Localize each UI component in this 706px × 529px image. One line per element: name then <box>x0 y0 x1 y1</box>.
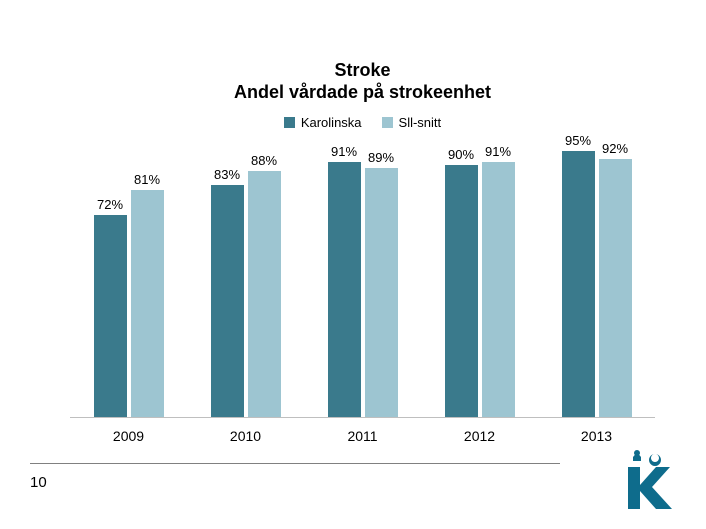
bar-label: 91% <box>331 144 357 159</box>
bar-karolinska: 95% <box>562 151 595 417</box>
chart: Stroke Andel vårdade på strokeenhet Karo… <box>70 60 655 444</box>
slide: Stroke Andel vårdade på strokeenhet Karo… <box>0 0 706 529</box>
x-tick-label: 2012 <box>445 428 515 444</box>
x-tick-label: 2010 <box>211 428 281 444</box>
bar-label: 88% <box>251 153 277 168</box>
bar-label: 72% <box>97 197 123 212</box>
bar-sll: 91% <box>482 162 515 417</box>
page-number: 10 <box>30 474 47 491</box>
bar-label: 92% <box>602 141 628 156</box>
bar-label: 83% <box>214 167 240 182</box>
legend-item-karolinska: Karolinska <box>284 115 362 130</box>
chart-title-line2: Andel vårdade på strokeenhet <box>70 82 655 103</box>
bar-group: 72%81% <box>94 190 164 417</box>
legend-item-sll: Sll-snitt <box>382 115 442 130</box>
bar-sll: 89% <box>365 168 398 417</box>
x-tick-label: 2009 <box>94 428 164 444</box>
bar-label: 89% <box>368 150 394 165</box>
footer-rule <box>30 463 560 464</box>
bar-group: 95%92% <box>562 151 632 417</box>
bar-label: 95% <box>565 133 591 148</box>
bar-karolinska: 72% <box>94 215 127 417</box>
x-tick-label: 2013 <box>562 428 632 444</box>
legend-label-karolinska: Karolinska <box>301 115 362 130</box>
legend-swatch-sll <box>382 117 393 128</box>
x-tick-label: 2011 <box>328 428 398 444</box>
bar-label: 90% <box>448 147 474 162</box>
logo <box>618 447 678 509</box>
legend: Karolinska Sll-snitt <box>70 115 655 130</box>
chart-title-line1: Stroke <box>70 60 655 81</box>
bar-karolinska: 91% <box>328 162 361 417</box>
bar-karolinska: 90% <box>445 165 478 417</box>
bar-group: 83%88% <box>211 171 281 417</box>
bar-label: 81% <box>134 172 160 187</box>
bar-sll: 88% <box>248 171 281 417</box>
bar-group: 90%91% <box>445 162 515 417</box>
bar-sll: 92% <box>599 159 632 417</box>
legend-swatch-karolinska <box>284 117 295 128</box>
plot-area: 72%81%83%88%91%89%90%91%95%92% <box>70 138 655 418</box>
bar-label: 91% <box>485 144 511 159</box>
bar-sll: 81% <box>131 190 164 417</box>
legend-label-sll: Sll-snitt <box>399 115 442 130</box>
bar-karolinska: 83% <box>211 185 244 417</box>
chart-title: Stroke Andel vårdade på strokeenhet <box>70 60 655 103</box>
x-axis: 2009 2010 2011 2012 2013 <box>70 428 655 444</box>
bar-group: 91%89% <box>328 162 398 417</box>
logo-icon <box>618 447 678 509</box>
